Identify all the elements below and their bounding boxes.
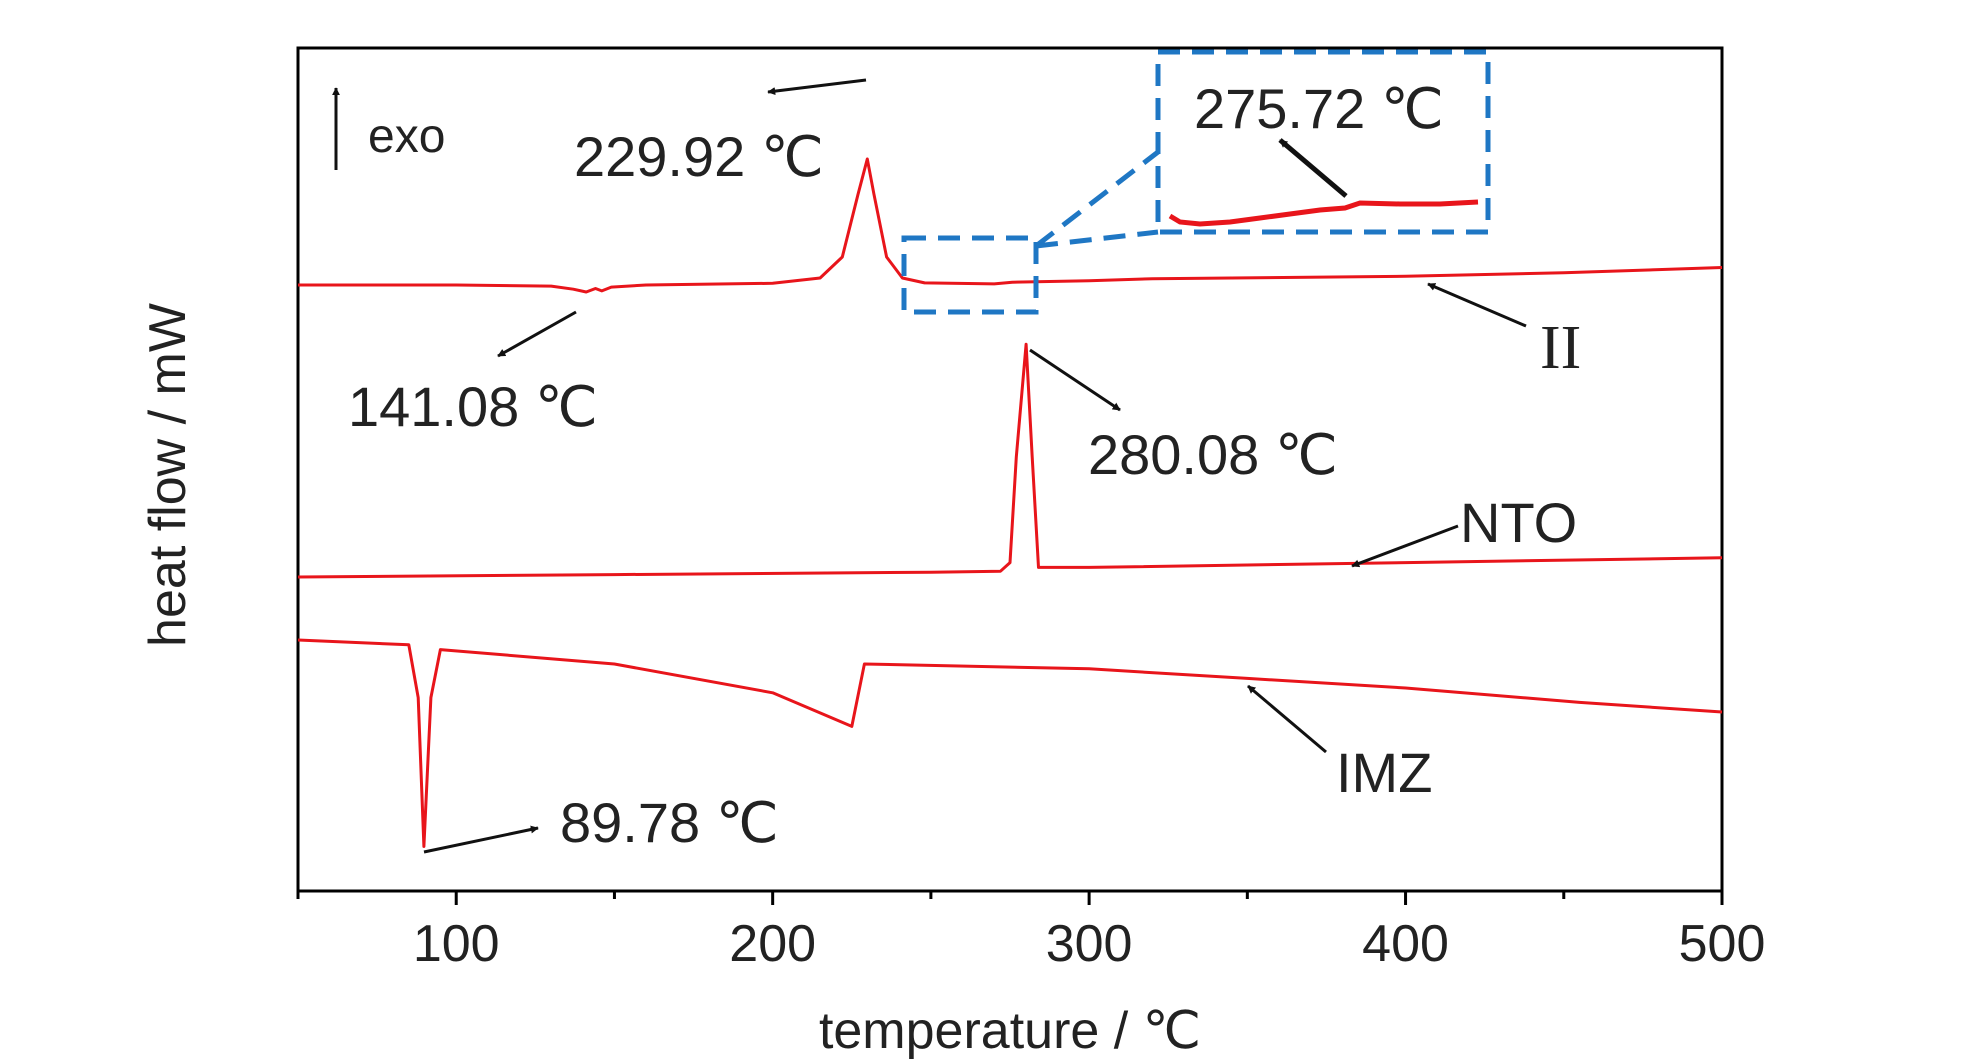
zoom-source-box bbox=[901, 235, 1039, 315]
annotation-275: 275.72 ℃ bbox=[1194, 77, 1444, 140]
zoom-connector-top bbox=[1034, 150, 1160, 248]
series-group bbox=[297, 157, 1723, 848]
annotation-280: 280.08 ℃ bbox=[1088, 423, 1338, 486]
series-label-nto: NTO bbox=[1460, 491, 1577, 554]
zoom-inset-box bbox=[1155, 49, 1491, 235]
annotation-141: 141.08 ℃ bbox=[348, 375, 598, 438]
x-tick-label: 300 bbox=[1046, 915, 1133, 973]
inset-curve bbox=[1168, 199, 1479, 227]
legend-arrow-imz bbox=[1247, 684, 1327, 754]
plot-frame bbox=[296, 46, 1724, 893]
annotation-89: 89.78 ℃ bbox=[560, 791, 779, 854]
zoom-connector-bottom bbox=[1035, 229, 1159, 249]
annotation-229: 229.92 ℃ bbox=[574, 125, 824, 188]
x-tick-label: 100 bbox=[413, 915, 500, 973]
series-line-nto bbox=[297, 342, 1723, 579]
x-tick-label: 400 bbox=[1362, 915, 1449, 973]
annotation-arrow-280 bbox=[1029, 348, 1121, 412]
exo-label: exo bbox=[368, 110, 445, 163]
x-tick-label: 500 bbox=[1679, 915, 1766, 973]
x-axis: 100 200 300 400 500 bbox=[296, 891, 1766, 973]
series-label-ii: II bbox=[1540, 314, 1581, 382]
annotation-arrow-229 bbox=[767, 78, 867, 96]
y-axis-title: heat flow / mW bbox=[139, 303, 197, 647]
series-label-imz: IMZ bbox=[1336, 741, 1432, 804]
annotation-arrow-141 bbox=[497, 310, 577, 358]
annotation-arrow-89 bbox=[423, 825, 539, 854]
annotation-arrow-275 bbox=[1278, 138, 1348, 198]
series-line-imz bbox=[297, 638, 1723, 848]
inset-zoom bbox=[901, 49, 1491, 315]
legend-arrow-nto bbox=[1351, 524, 1459, 568]
legend-arrow-ii bbox=[1427, 282, 1527, 328]
series-line-ii bbox=[298, 157, 1723, 294]
x-axis-title: temperature / ℃ bbox=[819, 1002, 1201, 1060]
x-tick-label: 200 bbox=[729, 915, 816, 973]
